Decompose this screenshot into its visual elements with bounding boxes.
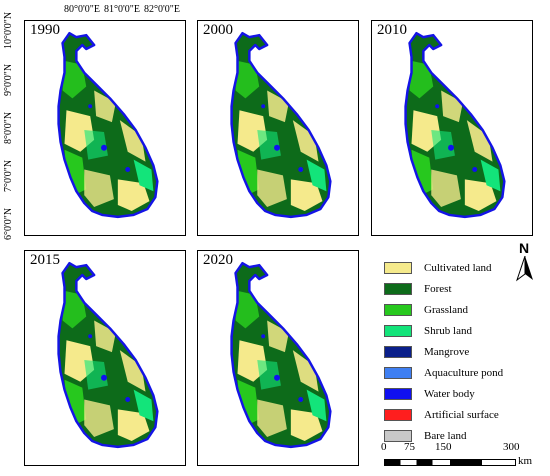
legend-item-bare-land: Bare land	[384, 430, 466, 442]
legend-swatch	[384, 388, 412, 400]
legend-label: Artificial surface	[424, 409, 499, 421]
legend: Cultivated land Forest Grassland Shrub l…	[384, 262, 534, 442]
map-panel-1990: 1990	[24, 20, 186, 236]
panel-year: 2010	[376, 22, 408, 38]
sri-lanka-map	[198, 21, 358, 235]
legend-swatch	[384, 304, 412, 316]
legend-swatch	[384, 409, 412, 421]
legend-label: Grassland	[424, 304, 468, 316]
legend-label: Aquaculture pond	[424, 367, 504, 379]
scale-tick-300: 300	[503, 441, 520, 453]
legend-swatch	[384, 283, 412, 295]
lat-label-7: 7°0'0"N	[3, 159, 14, 192]
legend-label: Bare land	[424, 430, 467, 442]
panel-year: 2020	[202, 252, 234, 268]
lon-label-81: 81°0'0"E	[104, 4, 140, 15]
legend-item-aquaculture-pond: Aquaculture pond	[384, 367, 503, 379]
lon-label-80: 80°0'0"E	[64, 4, 100, 15]
map-panel-2020: 2020	[197, 250, 359, 466]
legend-label: Water body	[424, 388, 475, 400]
scale-tick-75: 75	[404, 441, 415, 453]
lat-label-6: 6°0'0"N	[3, 207, 14, 240]
legend-swatch	[384, 325, 412, 337]
legend-label: Mangrove	[424, 346, 470, 358]
legend-label: Forest	[424, 283, 452, 295]
map-panel-2000: 2000	[197, 20, 359, 236]
legend-label: Shrub land	[424, 325, 472, 337]
lat-label-9: 9°0'0"N	[3, 63, 14, 96]
sri-lanka-map	[25, 21, 185, 235]
north-arrow: N	[512, 240, 538, 282]
scale-unit: km	[518, 455, 533, 467]
map-panel-2010: 2010	[371, 20, 533, 236]
north-label: N	[519, 240, 530, 256]
panel-year: 2015	[29, 252, 61, 268]
lon-label-82: 82°0'0"E	[144, 4, 180, 15]
legend-swatch	[384, 262, 412, 274]
legend-item-mangrove: Mangrove	[384, 346, 469, 358]
legend-label: Cultivated land	[424, 262, 492, 274]
scale-bar-graphic	[384, 459, 516, 466]
legend-swatch	[384, 430, 412, 442]
legend-item-shrub-land: Shrub land	[384, 325, 472, 337]
legend-item-cultivated-land: Cultivated land	[384, 262, 492, 274]
lat-label-8: 8°0'0"N	[3, 111, 14, 144]
scale-bar: 0 75 150 300 km	[378, 440, 548, 474]
north-arrow-icon	[516, 256, 533, 282]
scale-tick-0: 0	[381, 441, 387, 453]
legend-swatch	[384, 346, 412, 358]
map-panel-2015: 2015	[24, 250, 186, 466]
panel-year: 1990	[29, 22, 61, 38]
lat-label-10: 10°0'0"N	[3, 11, 14, 49]
panel-year: 2000	[202, 22, 234, 38]
legend-item-forest: Forest	[384, 283, 452, 295]
legend-item-grassland: Grassland	[384, 304, 468, 316]
legend-item-artificial-surface: Artificial surface	[384, 409, 499, 421]
scale-tick-150: 150	[435, 441, 452, 453]
sri-lanka-map	[372, 21, 532, 235]
legend-swatch	[384, 367, 412, 379]
sri-lanka-map	[25, 251, 185, 465]
sri-lanka-map	[198, 251, 358, 465]
legend-item-water-body: Water body	[384, 388, 475, 400]
